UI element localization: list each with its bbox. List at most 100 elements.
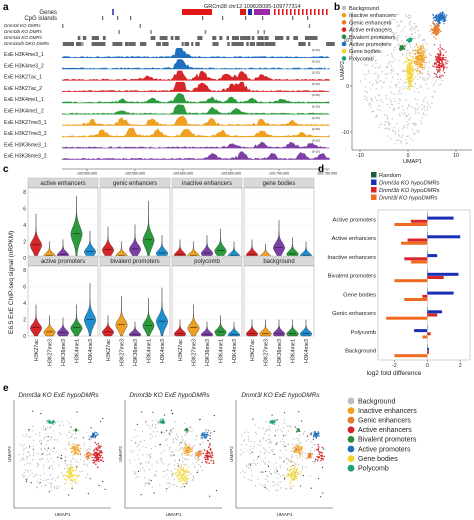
umap-point xyxy=(69,459,71,462)
umap-point xyxy=(429,76,431,78)
umap-point xyxy=(379,36,381,38)
dmr-mark xyxy=(170,36,174,40)
umap-point xyxy=(383,25,385,27)
umap-point xyxy=(394,133,397,135)
umap-point xyxy=(167,464,169,466)
umap-point xyxy=(296,468,298,470)
umap-point xyxy=(75,474,78,477)
umap-point xyxy=(47,460,49,462)
umap-point xyxy=(202,434,204,437)
umap-point xyxy=(85,454,88,456)
umap-point xyxy=(406,115,408,117)
umap-point xyxy=(398,134,400,136)
dmr-mark xyxy=(251,36,255,40)
dmr-point xyxy=(215,490,218,492)
track-label: ExE H3K27ac_2 xyxy=(4,86,42,92)
umap-point xyxy=(36,474,38,476)
umap-point xyxy=(51,474,53,476)
umap-point xyxy=(183,442,185,444)
umap-point xyxy=(403,48,406,50)
umap-point xyxy=(438,69,440,71)
dmr-mark xyxy=(234,36,239,40)
umap-point xyxy=(315,435,317,437)
dmr-point xyxy=(196,471,198,473)
umap-point xyxy=(386,116,389,119)
violin xyxy=(228,321,240,337)
umap-point xyxy=(246,466,248,468)
umap-point xyxy=(435,66,437,69)
umap-point xyxy=(290,426,292,428)
umap-point xyxy=(426,101,429,104)
dmr-point xyxy=(90,436,92,439)
dmr-mark xyxy=(263,30,266,34)
umap-point xyxy=(200,452,202,454)
dmr-point xyxy=(199,443,201,445)
umap-point xyxy=(382,35,384,37)
umap-point xyxy=(408,62,410,64)
umap-point xyxy=(390,91,392,93)
violin xyxy=(286,237,299,259)
umap-point xyxy=(292,472,294,475)
umap-point xyxy=(277,489,279,491)
dmr-mark xyxy=(98,42,106,46)
umap-point xyxy=(252,447,254,449)
umap-point xyxy=(402,135,404,137)
umap-point xyxy=(183,458,186,460)
umap-point xyxy=(412,79,414,81)
umap-point xyxy=(415,125,417,127)
umap-point xyxy=(406,127,409,129)
umap-point xyxy=(383,124,386,126)
umap-point xyxy=(422,100,425,102)
umap-point xyxy=(393,70,395,72)
umap-point xyxy=(182,477,185,479)
umap-point xyxy=(442,64,445,66)
legend-swatch xyxy=(371,172,377,178)
category-label: Background xyxy=(345,349,376,355)
umap-point xyxy=(27,469,29,471)
umap-point xyxy=(441,11,444,13)
category-label: Active promoters xyxy=(333,217,377,223)
umap-point xyxy=(402,46,404,49)
umap-point xyxy=(318,432,320,435)
umap-point xyxy=(406,56,408,58)
category-label: Gene bodies xyxy=(343,292,376,298)
umap-point xyxy=(141,445,143,447)
umap-point xyxy=(53,486,55,488)
dmr-point xyxy=(318,456,320,458)
umap-point xyxy=(255,464,257,466)
umap-point xyxy=(276,419,279,421)
umap-point xyxy=(42,452,45,454)
dmr-point xyxy=(101,457,104,459)
umap-point xyxy=(374,67,376,69)
umap-point xyxy=(287,477,289,479)
umap-point xyxy=(444,58,446,61)
umap-point xyxy=(154,435,157,437)
umap-point xyxy=(242,451,245,454)
umap-point xyxy=(62,474,64,476)
umap-point xyxy=(364,78,367,80)
umap-point xyxy=(276,429,278,431)
umap-point xyxy=(426,73,429,75)
umap-point xyxy=(439,65,442,68)
umap-point xyxy=(407,49,409,51)
umap-point xyxy=(180,472,182,474)
umap-point xyxy=(134,429,136,431)
umap-point xyxy=(289,469,291,471)
umap-point xyxy=(419,47,422,50)
umap-point xyxy=(381,71,383,73)
dmr-point xyxy=(204,458,207,461)
umap-point xyxy=(401,70,404,72)
umap-point xyxy=(405,99,407,102)
umap-point xyxy=(262,427,265,430)
umap-point xyxy=(70,473,72,475)
umap-point xyxy=(366,91,369,94)
umap-point xyxy=(374,60,377,62)
umap-point xyxy=(205,434,208,436)
umap-point xyxy=(411,68,414,70)
dmr-mark xyxy=(91,42,99,46)
umap-point xyxy=(173,472,175,475)
dmr-mark xyxy=(245,36,250,40)
umap-point xyxy=(129,462,131,464)
umap-point xyxy=(44,436,46,438)
